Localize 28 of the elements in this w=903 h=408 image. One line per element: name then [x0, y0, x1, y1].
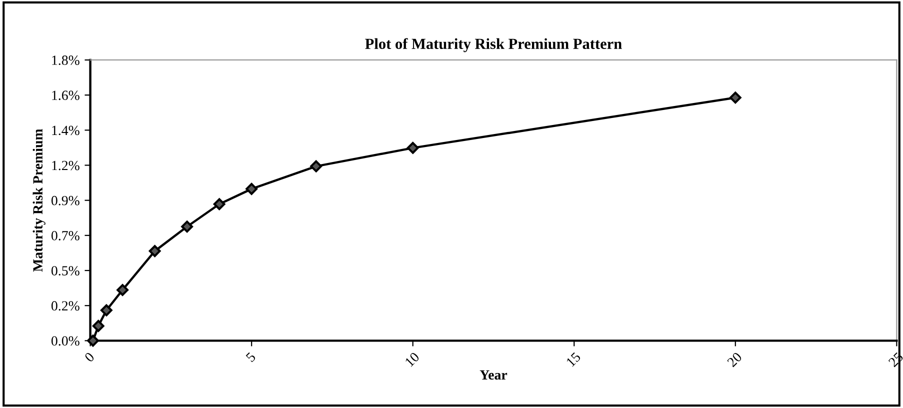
chart-title: Plot of Maturity Risk Premium Pattern: [365, 38, 622, 52]
x-tick-label: 5: [246, 352, 256, 362]
x-axis-title: Year: [480, 370, 508, 380]
point: [116, 284, 129, 296]
y-tick-label: 0.0%: [51, 336, 80, 346]
y-axis-title: Maturity Risk Premium: [32, 128, 46, 272]
x-tick-label: 0: [84, 352, 95, 363]
point: [92, 320, 104, 332]
x-tick-label: 15: [566, 352, 582, 367]
point: [100, 304, 112, 316]
x-tick-label: 10: [404, 352, 420, 367]
y-tick-label: 0.5%: [51, 266, 80, 276]
y-tick-label: 0.2%: [51, 301, 80, 311]
point: [246, 182, 258, 195]
point: [181, 220, 194, 233]
y-tick-label: 1.2%: [52, 160, 80, 170]
point: [87, 334, 99, 347]
point: [310, 160, 322, 172]
y-tick-label: 1.6%: [52, 90, 80, 100]
y-tick-label: 0.9%: [51, 196, 80, 206]
point: [213, 198, 226, 210]
point: [729, 92, 742, 104]
x-tick-label: 20: [726, 352, 742, 368]
y-tick-label: 1.8%: [52, 56, 80, 65]
point: [406, 142, 419, 154]
point: [148, 245, 161, 258]
y-tick-label: 1.4%: [52, 126, 80, 136]
y-tick-label: 0.7%: [51, 231, 80, 240]
